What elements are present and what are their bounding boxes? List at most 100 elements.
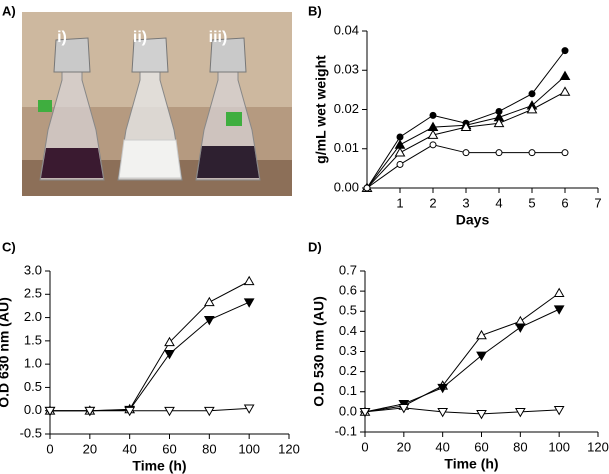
y-tick-label: 3.0	[24, 262, 42, 277]
y-tick-label: 0.0	[24, 402, 42, 417]
data-point	[526, 103, 538, 114]
x-tick-label: 0	[361, 439, 368, 454]
data-point	[553, 287, 565, 298]
flask-liquid	[118, 139, 182, 179]
panel-label: C)	[2, 239, 16, 254]
data-point	[429, 111, 437, 119]
x-tick-label: 80	[202, 441, 216, 456]
data-point	[559, 86, 571, 96]
data-point	[243, 404, 255, 414]
data-point	[437, 383, 449, 394]
data-point	[476, 410, 487, 420]
y-tick-label: 0.7	[339, 262, 357, 277]
series-line	[364, 407, 560, 415]
data-point	[396, 160, 404, 168]
data-point	[164, 406, 175, 417]
x-tick-label: 80	[513, 439, 527, 454]
data-point	[561, 149, 569, 157]
panel-label: A)	[2, 3, 16, 18]
data-point	[398, 403, 410, 414]
x-tick-label: 4	[495, 195, 502, 210]
y-tick-label: 0.3	[339, 343, 357, 358]
y-tick-label: 1.0	[24, 356, 42, 371]
data-point	[427, 129, 439, 139]
data-point	[553, 405, 565, 416]
x-tick-label: 40	[435, 439, 449, 454]
data-point	[396, 133, 404, 141]
y-axis-label: O.D 630 nm (AU)	[0, 297, 12, 407]
y-tick-label: 2.0	[24, 309, 42, 324]
data-point	[363, 184, 371, 192]
data-point	[495, 149, 503, 157]
data-point	[44, 406, 56, 417]
series-line	[50, 280, 250, 412]
photo	[22, 12, 292, 196]
data-point	[84, 406, 96, 417]
y-tick-label: 0.5	[339, 303, 357, 318]
x-tick-label: 2	[429, 195, 436, 210]
y-tick-label: 0.0	[339, 403, 357, 418]
x-tick-label: 120	[587, 439, 609, 454]
data-point	[460, 121, 472, 132]
data-point	[528, 90, 536, 98]
data-point	[561, 47, 569, 55]
foil-cap	[131, 37, 169, 73]
y-tick-label: -0.5	[20, 425, 42, 440]
data-point	[394, 147, 406, 157]
flask-label: i)	[57, 29, 67, 46]
series-line	[364, 292, 560, 413]
y-tick-label: 0.00	[334, 179, 359, 194]
series-line	[50, 407, 250, 412]
flask-liquid	[197, 146, 259, 178]
x-tick-label: 100	[548, 439, 570, 454]
y-tick-label: 0.6	[339, 283, 357, 298]
y-tick-label: 0.2	[339, 363, 357, 378]
x-tick-label: 60	[474, 439, 488, 454]
x-axis-label: Time (h)	[132, 458, 186, 474]
data-point	[164, 336, 175, 347]
panel-label: D)	[308, 239, 322, 254]
x-tick-label: 1	[396, 195, 403, 210]
x-tick-label: 100	[238, 441, 260, 456]
data-point	[359, 408, 371, 418]
x-tick-label: 5	[528, 195, 535, 210]
x-tick-label: 7	[594, 195, 601, 210]
y-tick-label: 2.5	[24, 286, 42, 301]
x-tick-label: 20	[83, 441, 97, 456]
y-axis-label: g/mL wet weight	[313, 55, 329, 164]
data-point	[514, 408, 526, 418]
y-tick-label: -0.1	[335, 423, 357, 438]
data-point	[514, 323, 526, 333]
data-point	[493, 117, 505, 128]
x-axis-label: Days	[456, 212, 490, 228]
label-tag	[226, 112, 242, 126]
panel-label: B)	[308, 3, 322, 18]
y-tick-label: 0.1	[339, 383, 357, 398]
x-tick-label: 120	[278, 441, 300, 456]
series-line	[364, 308, 560, 413]
series-line	[50, 301, 250, 412]
x-tick-label: 20	[397, 439, 411, 454]
data-point	[437, 408, 449, 418]
data-point	[203, 316, 215, 326]
y-tick-label: 0.5	[24, 379, 42, 394]
x-tick-label: 6	[561, 195, 568, 210]
x-axis-label: Time (h)	[444, 456, 498, 472]
x-tick-label: 3	[462, 195, 469, 210]
data-point	[528, 149, 536, 157]
data-point	[243, 275, 255, 286]
flask-label: ii)	[133, 29, 147, 46]
y-axis-label: O.D 530 nm (AU)	[311, 296, 327, 406]
x-tick-label: 0	[46, 441, 53, 456]
data-point	[243, 298, 255, 308]
x-tick-label: 60	[162, 441, 176, 456]
data-point	[124, 406, 136, 417]
x-tick-label: 40	[122, 441, 136, 456]
data-point	[476, 351, 487, 362]
y-tick-label: 1.5	[24, 332, 42, 347]
data-point	[559, 70, 571, 81]
flask-label: iii)	[209, 29, 228, 46]
y-tick-label: 0.4	[339, 323, 357, 338]
foil-cap	[53, 37, 91, 73]
